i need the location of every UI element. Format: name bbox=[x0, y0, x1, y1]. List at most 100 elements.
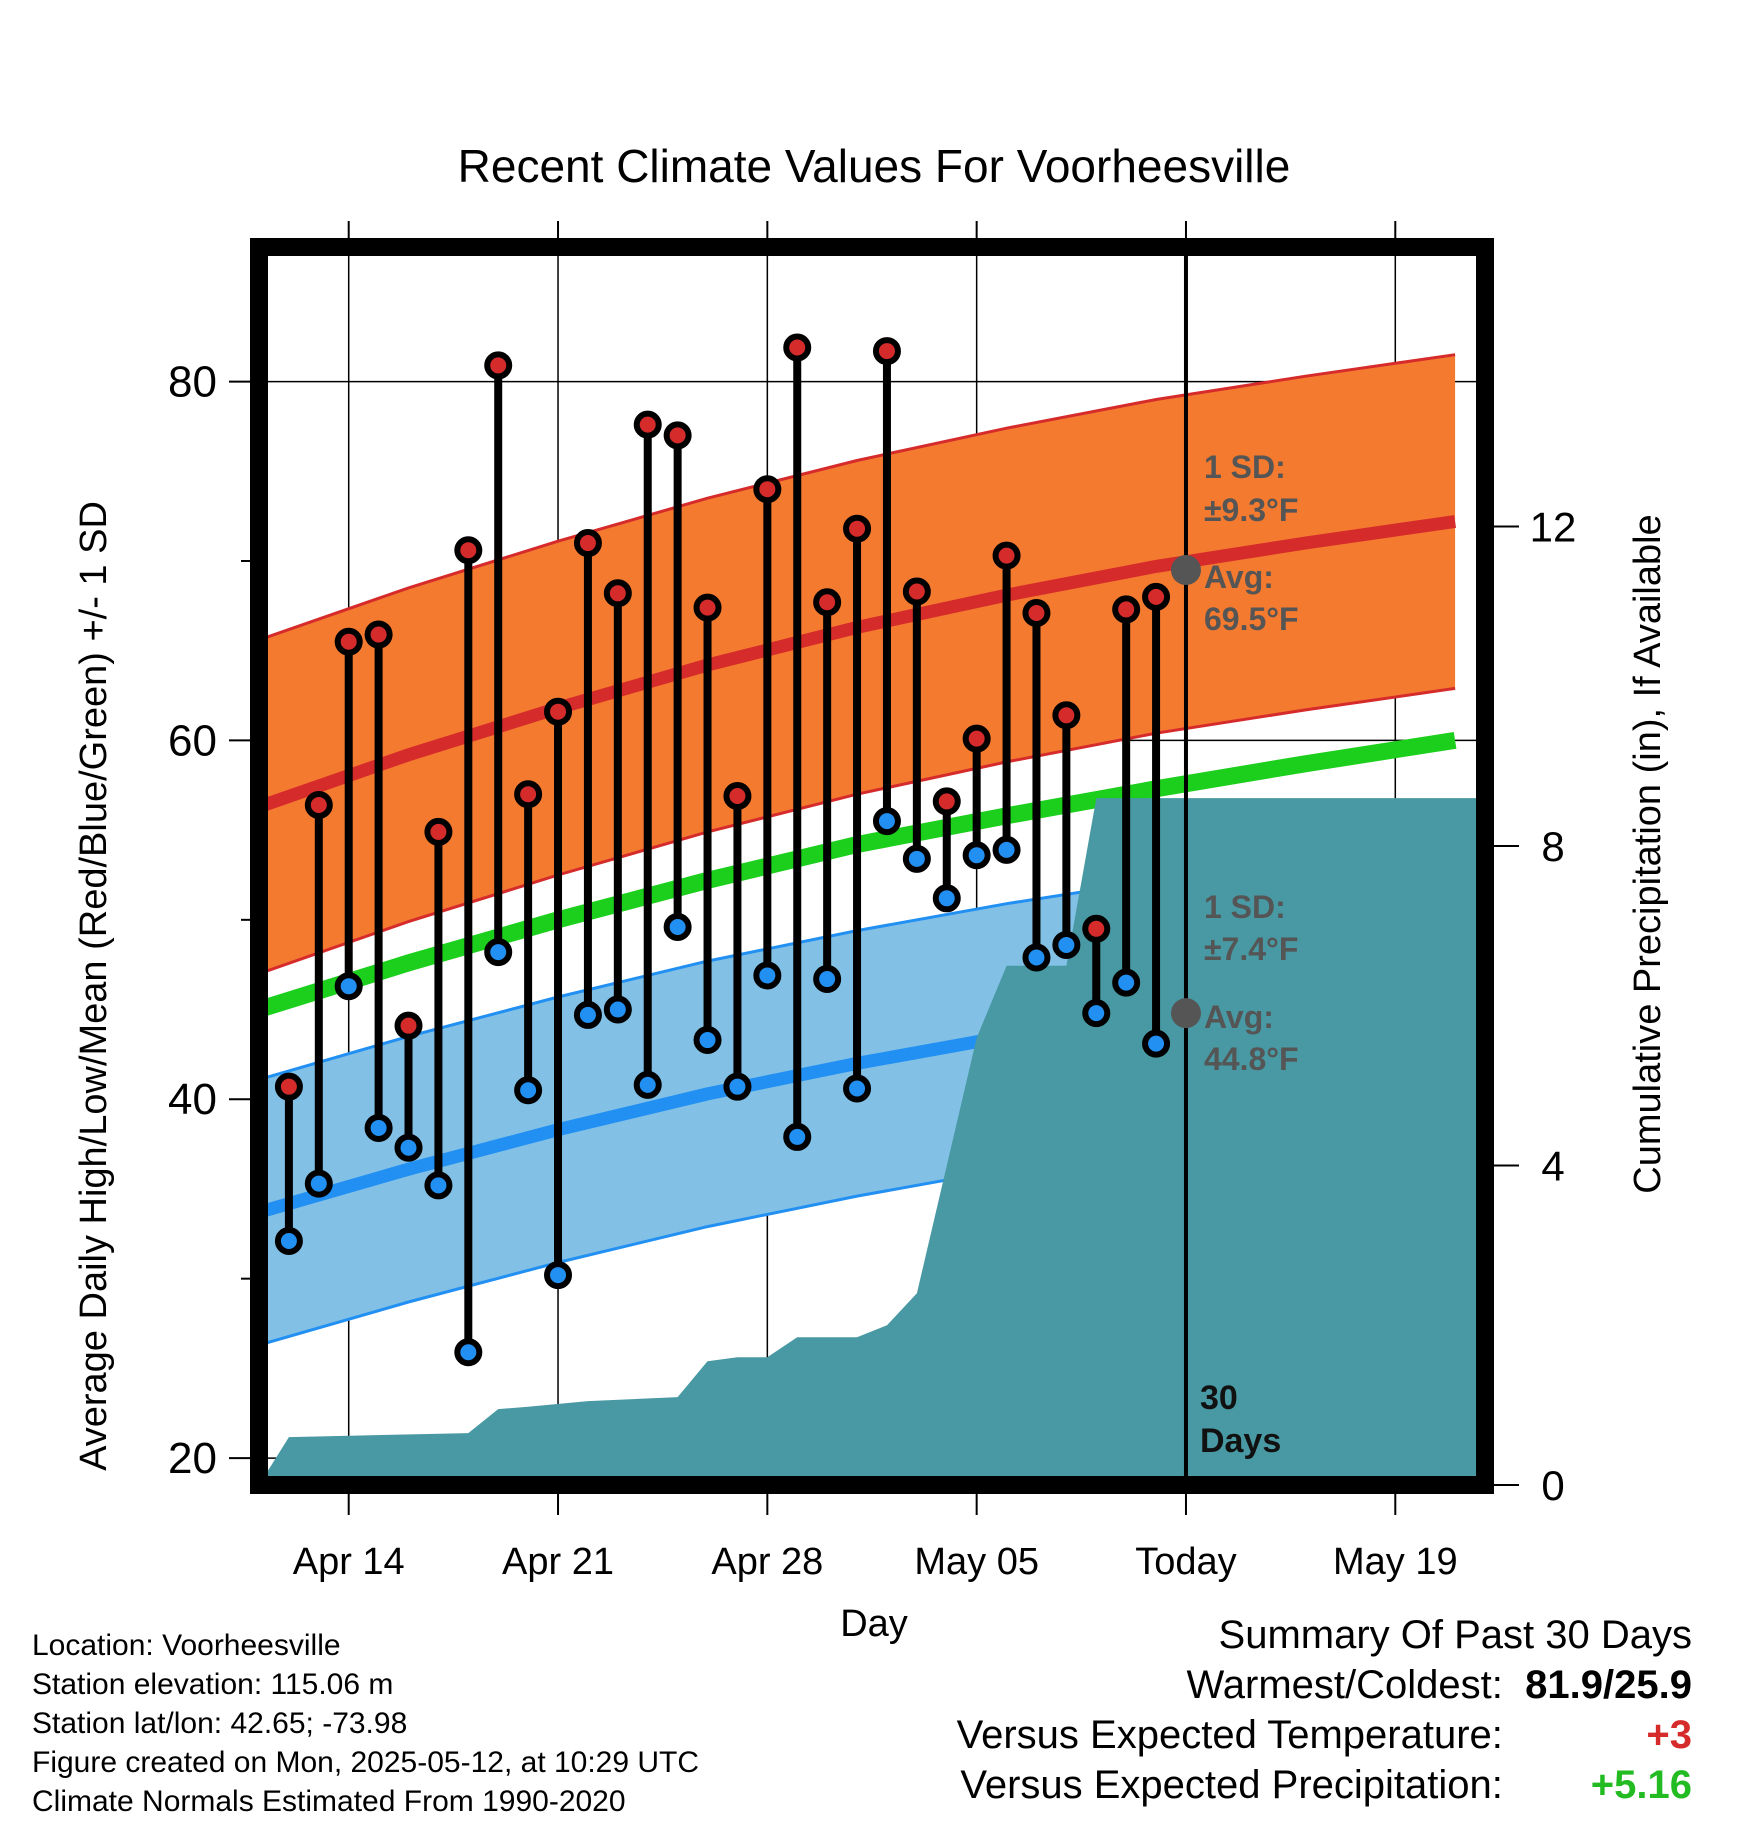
low-avg-value: 44.8°F bbox=[1204, 1041, 1299, 1077]
daily-high-marker bbox=[783, 333, 812, 362]
daily-low-marker bbox=[603, 995, 632, 1024]
daily-low-marker bbox=[394, 1133, 423, 1162]
daily-low-marker bbox=[424, 1171, 453, 1200]
temp-label: Versus Expected Temperature: bbox=[956, 1713, 1503, 1757]
y-tick-label: 80 bbox=[168, 358, 217, 407]
high-avg-label: Avg: bbox=[1204, 559, 1274, 595]
x-tick-label: Apr 21 bbox=[502, 1541, 614, 1583]
daily-low-marker bbox=[783, 1122, 812, 1151]
daily-low-marker bbox=[693, 1026, 722, 1055]
daily-low-marker bbox=[304, 1169, 333, 1198]
y-tick-label: 60 bbox=[168, 716, 217, 765]
summary-title: Summary Of Past 30 Days bbox=[1218, 1613, 1692, 1657]
daily-low-marker bbox=[813, 965, 842, 994]
y-right-tick-label: 0 bbox=[1541, 1462, 1564, 1509]
daily-low-marker bbox=[753, 961, 782, 990]
y-tick-label: 40 bbox=[168, 1075, 217, 1124]
precip-area bbox=[259, 798, 1485, 1485]
high-sd-value: ±9.3°F bbox=[1204, 492, 1298, 528]
daily-high-marker bbox=[962, 724, 991, 753]
daily-high-marker bbox=[394, 1011, 423, 1040]
precip-value: +5.16 bbox=[1590, 1763, 1692, 1807]
daily-low-marker bbox=[1142, 1029, 1171, 1058]
low-sd-value: ±7.4°F bbox=[1204, 931, 1298, 967]
daily-high-marker bbox=[573, 529, 602, 558]
y-axis-left: 20 40 60 80 bbox=[168, 358, 250, 1483]
daily-high-marker bbox=[813, 588, 842, 617]
location-text: Location: Voorheesville bbox=[32, 1629, 341, 1662]
daily-high-marker bbox=[1142, 582, 1171, 611]
temp-value: +3 bbox=[1646, 1713, 1692, 1757]
daily-high-marker bbox=[843, 514, 872, 543]
daily-low-marker bbox=[962, 841, 991, 870]
daily-low-marker bbox=[514, 1076, 543, 1105]
y-right-tick-label: 8 bbox=[1541, 823, 1564, 870]
daily-low-marker bbox=[663, 913, 692, 942]
daily-low-marker bbox=[1112, 968, 1141, 997]
y-right-tick-label: 4 bbox=[1541, 1143, 1564, 1190]
daily-high-marker bbox=[633, 410, 662, 439]
daily-low-marker bbox=[872, 807, 901, 836]
high-sd-label: 1 SD: bbox=[1204, 449, 1286, 485]
summary-temp-row: Versus Expected Temperature: +3 bbox=[957, 1710, 1692, 1760]
daily-high-marker bbox=[454, 536, 483, 565]
daily-high-marker bbox=[484, 351, 513, 380]
y-axis-label: Average Daily High/Low/Mean (Red/Blue/Gr… bbox=[73, 501, 115, 1471]
plot-frame bbox=[250, 238, 1494, 1494]
y-right-tick-label: 12 bbox=[1530, 504, 1577, 551]
elevation-text: Station elevation: 115.06 m bbox=[32, 1668, 394, 1701]
daily-low-marker bbox=[454, 1338, 483, 1367]
sd-annotations: 1 SD: ±9.3°F Avg: 69.5°F 1 SD: ±7.4°F Avg: 44.8… bbox=[1204, 449, 1299, 1077]
summary-panel: Summary Of Past 30 Days Warmest/Coldest:… bbox=[957, 1610, 1692, 1810]
daily-low-marker bbox=[723, 1072, 752, 1101]
daily-high-marker bbox=[902, 577, 931, 606]
warm-cold-value: 81.9/25.9 bbox=[1525, 1663, 1692, 1707]
daily-low-marker bbox=[902, 844, 931, 873]
today-high-avg-marker bbox=[1170, 554, 1201, 585]
daily-high-marker bbox=[1082, 914, 1111, 943]
daily-high-marker bbox=[872, 337, 901, 366]
daily-high-marker bbox=[424, 817, 453, 846]
high-sd-upper-edge bbox=[259, 353, 1456, 642]
created-text: Figure created on Mon, 2025-05-12, at 10… bbox=[32, 1746, 700, 1779]
daily-high-marker bbox=[304, 790, 333, 819]
daily-observations bbox=[274, 333, 1171, 1367]
daily-low-marker bbox=[364, 1113, 393, 1142]
high-avg-value: 69.5°F bbox=[1204, 601, 1299, 637]
daily-low-marker bbox=[1082, 999, 1111, 1028]
x-tick-label: Apr 28 bbox=[711, 1541, 823, 1583]
daily-low-marker bbox=[484, 938, 513, 967]
daily-high-marker bbox=[1052, 701, 1081, 730]
daily-low-marker bbox=[992, 835, 1021, 864]
daily-high-marker bbox=[663, 421, 692, 450]
latlon-text: Station lat/lon: 42.65; -73.98 bbox=[32, 1707, 408, 1740]
station-info: Location: Voorheesville Station elevatio… bbox=[32, 1626, 699, 1821]
daily-high-marker bbox=[1022, 599, 1051, 628]
today-label-count: 30 bbox=[1200, 1379, 1238, 1417]
summary-precip-row: Versus Expected Precipitation: +5.16 bbox=[957, 1760, 1692, 1810]
x-tick-label: May 05 bbox=[914, 1541, 1039, 1583]
today-label: 30 Days bbox=[1200, 1379, 1281, 1460]
daily-high-marker bbox=[992, 541, 1021, 570]
daily-high-marker bbox=[274, 1072, 303, 1101]
daily-high-marker bbox=[753, 475, 782, 504]
daily-low-marker bbox=[932, 884, 961, 913]
x-tick-label: Apr 14 bbox=[293, 1541, 405, 1583]
x-tick-label: May 19 bbox=[1333, 1541, 1458, 1583]
chart-title: Recent Climate Values For Voorheesville bbox=[458, 140, 1291, 192]
today-label-unit: Days bbox=[1200, 1422, 1281, 1460]
daily-high-marker bbox=[693, 593, 722, 622]
daily-low-marker bbox=[843, 1074, 872, 1103]
daily-high-marker bbox=[334, 627, 363, 656]
x-tick-label: Today bbox=[1135, 1541, 1236, 1583]
daily-high-marker bbox=[723, 782, 752, 811]
summary-warm-cold-row: Warmest/Coldest: 81.9/25.9 bbox=[957, 1660, 1693, 1710]
daily-low-marker bbox=[544, 1261, 573, 1290]
x-axis: Apr 14 Apr 21 Apr 28 May 05 Today May 19 bbox=[293, 221, 1458, 1583]
normals-text: Climate Normals Estimated From 1990-2020 bbox=[32, 1785, 626, 1818]
daily-low-marker bbox=[1052, 930, 1081, 959]
x-axis-label: Day bbox=[840, 1603, 908, 1645]
low-sd-label: 1 SD: bbox=[1204, 889, 1286, 925]
